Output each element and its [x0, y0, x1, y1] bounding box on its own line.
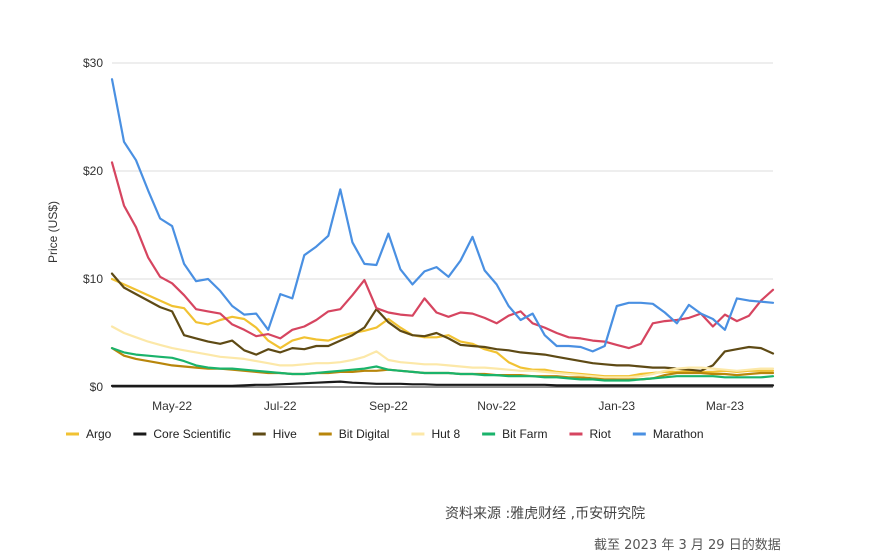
- x-tick-label: May-22: [152, 399, 192, 413]
- x-tick-label: Sep-22: [369, 399, 408, 413]
- y-tick-label: $10: [83, 272, 103, 286]
- legend-label-marathon: Marathon: [653, 427, 704, 441]
- source-note: 资料来源 :雅虎财经 ,币安研究院: [445, 506, 646, 522]
- legend-label-bit-digital: Bit Digital: [339, 427, 390, 441]
- y-tick-label: $20: [83, 164, 103, 178]
- series-line-argo: [110, 277, 775, 378]
- series-line-hive: [110, 272, 775, 372]
- legend-label-core-scientific: Core Scientific: [153, 427, 230, 441]
- line-chart: $0 $10 $20 $30 May-22 Jul-22 Sep-22 Nov-22 Jan-…: [46, 56, 775, 441]
- gridlines: [112, 62, 773, 388]
- y-axis-ticks: $0 $10 $20 $30: [83, 56, 103, 394]
- x-tick-label: Jan-23: [598, 399, 635, 413]
- x-axis-ticks: May-22 Jul-22 Sep-22 Nov-22 Jan-23 Mar-23: [152, 399, 744, 413]
- x-tick-label: Mar-23: [706, 399, 744, 413]
- y-tick-label: $30: [83, 56, 103, 70]
- x-tick-label: Jul-22: [264, 399, 297, 413]
- series-line-bit-farm: [110, 347, 775, 382]
- series-line-hut-8: [110, 325, 775, 379]
- series-line-riot: [110, 161, 775, 350]
- legend-label-bit-farm: Bit Farm: [502, 427, 547, 441]
- series-lines: [110, 78, 775, 387]
- y-tick-label: $0: [90, 380, 104, 394]
- x-tick-label: Nov-22: [477, 399, 516, 413]
- series-line-marathon: [110, 78, 775, 353]
- y-axis-label: Price (US$): [46, 201, 60, 263]
- legend: Argo Core Scientific Hive Bit Digital Hut 8 B…: [66, 427, 704, 441]
- series-line-core-scientific: [110, 380, 775, 387]
- legend-label-argo: Argo: [86, 427, 112, 441]
- legend-label-riot: Riot: [589, 427, 611, 441]
- legend-label-hive: Hive: [273, 427, 297, 441]
- legend-label-hut-8: Hut 8: [431, 427, 460, 441]
- data-date-note: 截至 2023 年 3 月 29 日的数据: [594, 538, 781, 553]
